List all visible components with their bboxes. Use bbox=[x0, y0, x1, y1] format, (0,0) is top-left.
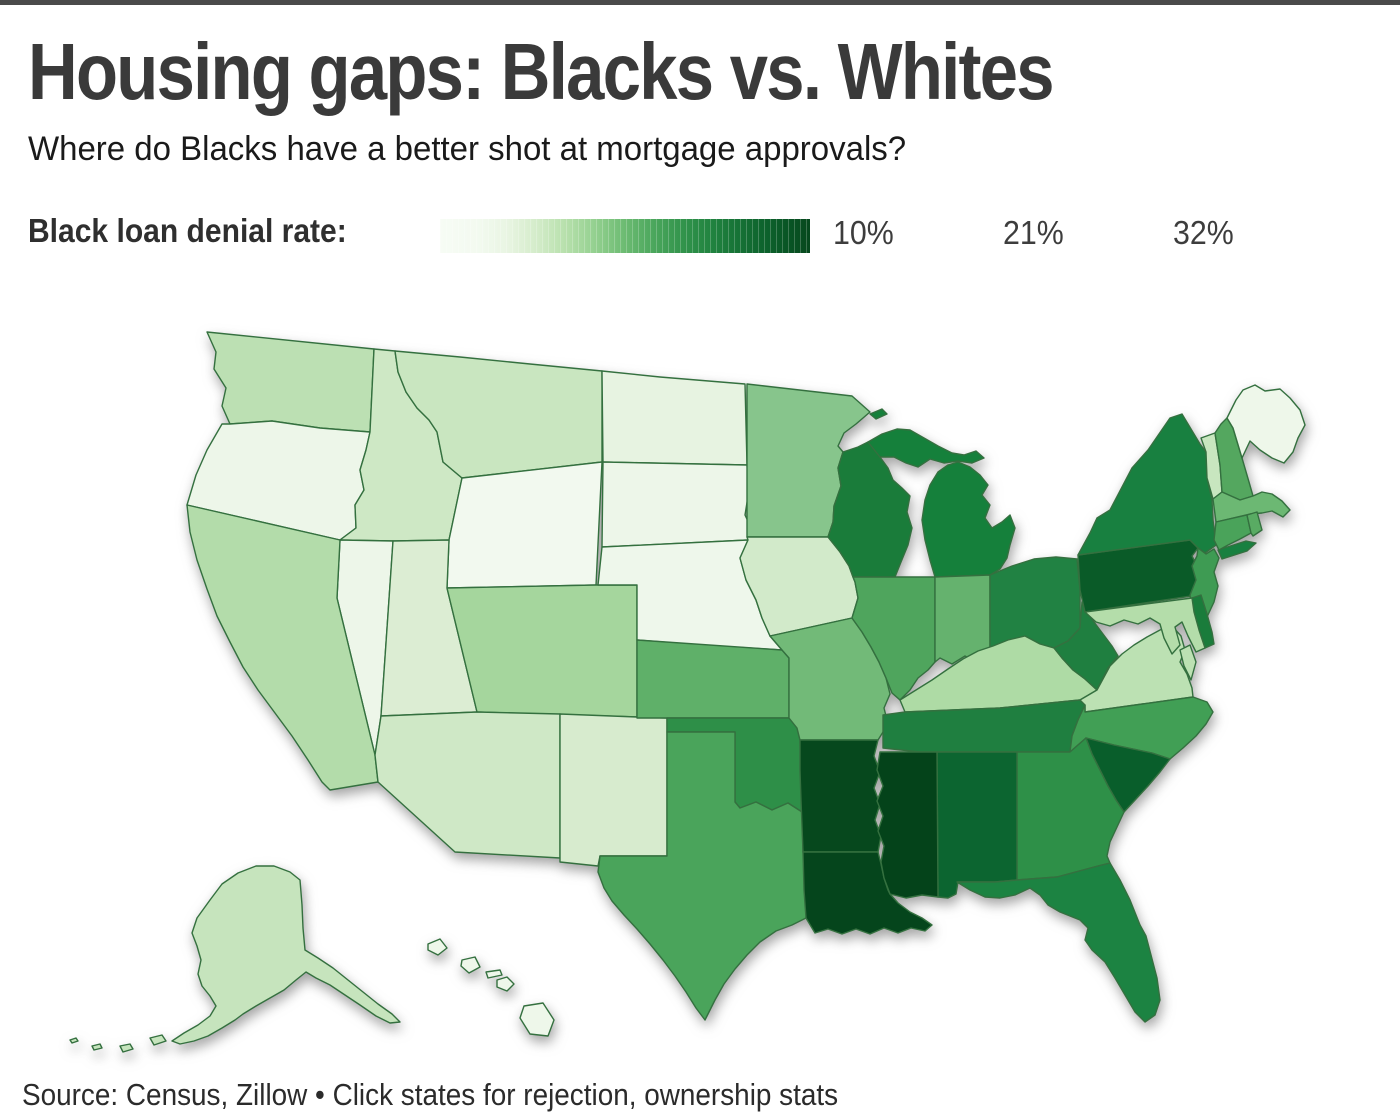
aleutian-island-4[interactable] bbox=[69, 1037, 79, 1044]
state-rhode-island[interactable] bbox=[1246, 511, 1263, 537]
state-colorado[interactable] bbox=[446, 584, 638, 718]
state-maryland[interactable] bbox=[1084, 597, 1206, 655]
hawaii-molokai[interactable] bbox=[485, 969, 503, 979]
isle-royale-island[interactable] bbox=[869, 408, 888, 420]
legend-tick-21: 21% bbox=[1003, 214, 1064, 251]
top-divider-bar bbox=[0, 0, 1400, 5]
legend-tick-32: 32% bbox=[1173, 214, 1234, 251]
state-florida[interactable] bbox=[956, 862, 1161, 1023]
state-wisconsin[interactable] bbox=[827, 441, 913, 578]
state-california[interactable] bbox=[186, 504, 379, 791]
delmarva-virginia-shore[interactable] bbox=[1179, 644, 1197, 681]
state-alaska[interactable] bbox=[171, 865, 401, 1045]
state-maine[interactable] bbox=[1226, 384, 1306, 464]
state-michigan-upper[interactable] bbox=[867, 428, 985, 468]
hawaii-kauai[interactable] bbox=[427, 938, 448, 956]
state-north-dakota[interactable] bbox=[601, 370, 748, 466]
state-new-york[interactable] bbox=[1077, 413, 1217, 556]
state-arizona[interactable] bbox=[374, 711, 561, 859]
legend-tick-10: 10% bbox=[833, 214, 894, 251]
legend-gradient-stripes bbox=[440, 219, 810, 253]
legend-label: Black loan denial rate: bbox=[28, 212, 347, 249]
state-ohio[interactable] bbox=[989, 556, 1081, 656]
state-new-mexico[interactable] bbox=[559, 713, 668, 867]
state-texas[interactable] bbox=[597, 731, 809, 1021]
state-montana[interactable] bbox=[394, 350, 603, 479]
state-kansas[interactable] bbox=[636, 639, 790, 719]
state-alabama[interactable] bbox=[936, 751, 1018, 899]
state-michigan-lower[interactable] bbox=[921, 461, 1016, 578]
legend-gradient-bar bbox=[440, 219, 810, 253]
state-arkansas[interactable] bbox=[799, 739, 882, 853]
long-island[interactable] bbox=[1217, 540, 1257, 560]
state-wyoming[interactable] bbox=[446, 461, 603, 589]
aleutian-island-1[interactable] bbox=[149, 1034, 167, 1046]
states-layer bbox=[69, 331, 1306, 1053]
hawaii-oahu[interactable] bbox=[460, 956, 481, 974]
state-south-dakota[interactable] bbox=[601, 461, 753, 548]
page-subtitle: Where do Blacks have a better shot at mo… bbox=[28, 130, 907, 168]
hawaii-maui[interactable] bbox=[496, 976, 515, 992]
page-title: Housing gaps: Blacks vs. Whites bbox=[28, 27, 1055, 116]
state-new-hampshire[interactable] bbox=[1214, 417, 1254, 501]
aleutian-island-3[interactable] bbox=[91, 1043, 103, 1051]
state-washington[interactable] bbox=[206, 331, 375, 433]
hawaii-big-island[interactable] bbox=[519, 1002, 555, 1037]
state-mississippi[interactable] bbox=[876, 751, 939, 899]
source-line: Source: Census, Zillow • Click states fo… bbox=[22, 1077, 839, 1112]
aleutian-island-2[interactable] bbox=[119, 1043, 134, 1053]
